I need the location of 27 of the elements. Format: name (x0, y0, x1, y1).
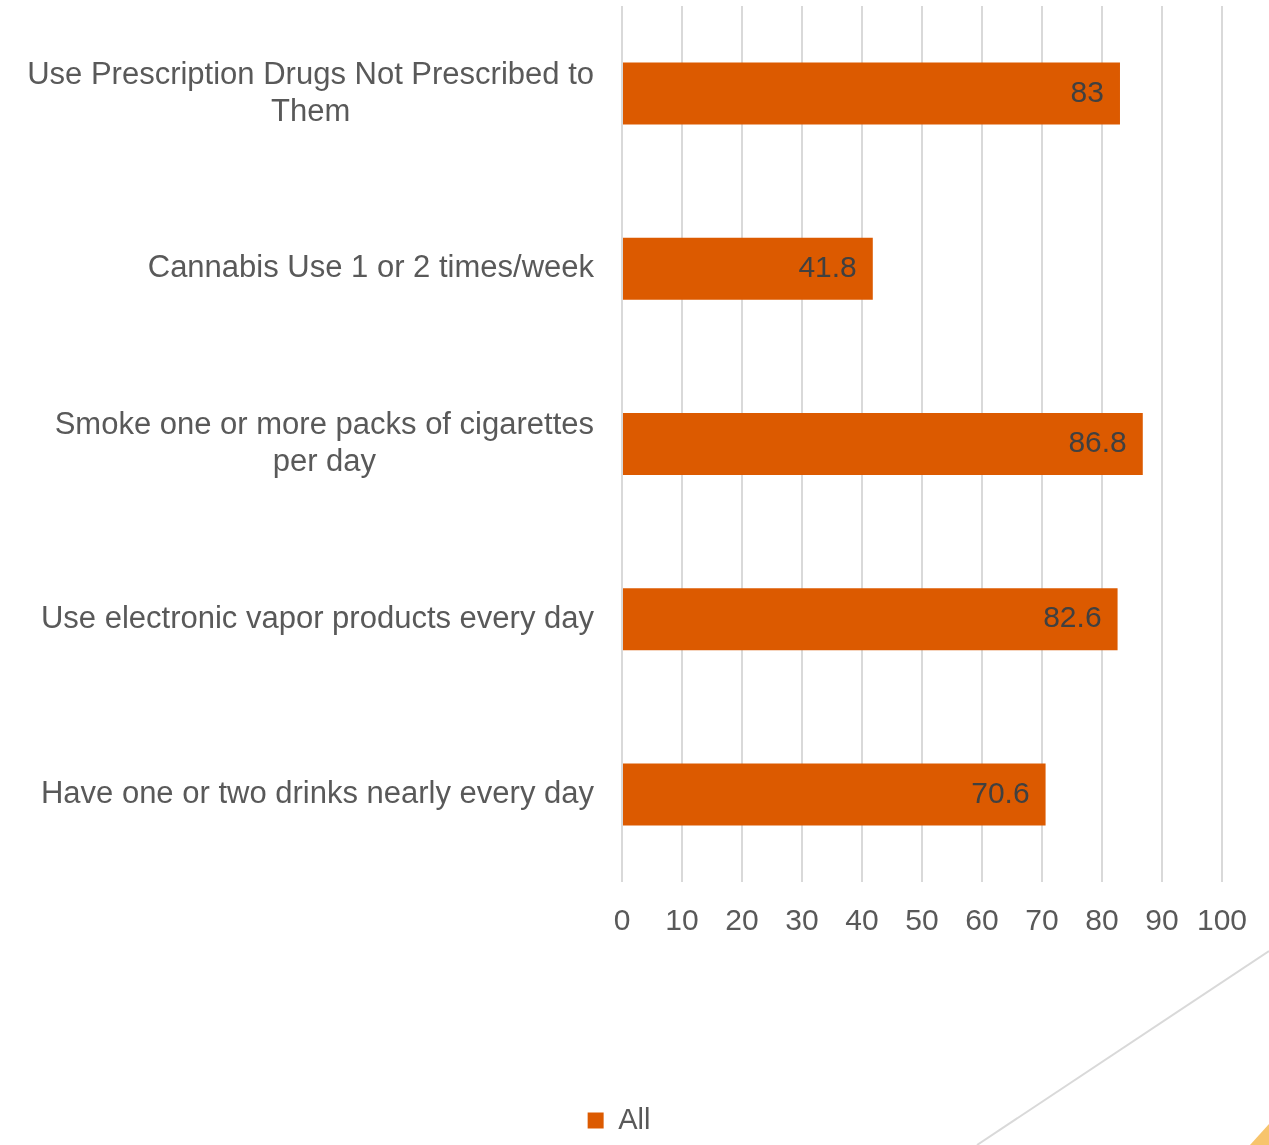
bar (623, 237, 873, 300)
data-label: 86.8 (1068, 425, 1127, 459)
bar (623, 588, 1118, 651)
bar (623, 412, 1143, 476)
y-tick-label: Have one or two drinks nearly every day (40, 774, 595, 810)
x-tick-label: 70 (1025, 903, 1059, 937)
x-tick-label: 60 (965, 903, 999, 937)
legend-label: All (618, 1102, 651, 1135)
bar (623, 62, 1120, 125)
x-tick-label: 0 (613, 903, 631, 937)
data-label: 83 (1070, 74, 1104, 108)
data-label: 70.6 (971, 775, 1030, 809)
x-tick-label: 80 (1085, 903, 1119, 937)
y-tick-label: Use Prescription Drugs Not Prescribed to Them (27, 55, 594, 128)
x-tick-label: 50 (905, 903, 939, 937)
data-label: 82.6 (1043, 600, 1102, 634)
x-tick-label: 30 (785, 903, 819, 937)
x-tick-label: 100 (1196, 903, 1247, 937)
x-tick-label: 20 (725, 903, 759, 937)
x-tick-label: 40 (845, 903, 879, 937)
x-tick-label: 10 (665, 903, 699, 937)
y-tick-label: Cannabis Use 1 or 2 times/week (147, 249, 595, 285)
bar (623, 763, 1046, 826)
y-tick-label: Smoke one or more packs of cigarettes per day (54, 406, 594, 479)
x-tick-label: 90 (1145, 903, 1179, 937)
data-label: 41.8 (798, 250, 857, 284)
y-tick-label: Use electronic vapor products every day (40, 599, 595, 635)
